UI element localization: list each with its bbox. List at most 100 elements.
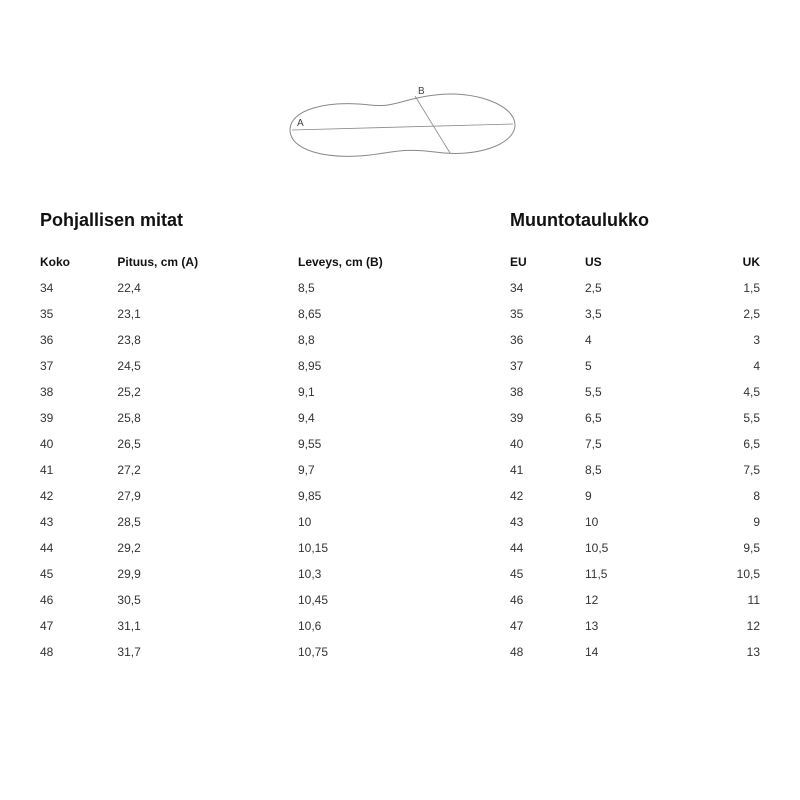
table-row: 4298 [510, 483, 760, 509]
table-cell: 23,1 [117, 301, 298, 327]
table-row: 3422,48,5 [40, 275, 470, 301]
table-row: 481413 [510, 639, 760, 665]
table-cell: 44 [40, 535, 117, 561]
table-cell: 48 [510, 639, 585, 665]
table-cell: 10,6 [298, 613, 470, 639]
table-cell: 9,55 [298, 431, 470, 457]
table-cell: 43 [510, 509, 585, 535]
table-cell: 6,5 [585, 405, 685, 431]
table-row: 4328,510 [40, 509, 470, 535]
table-cell: 31,7 [117, 639, 298, 665]
table-cell: 36 [510, 327, 585, 353]
table-cell: 4 [585, 327, 685, 353]
table-row: 385,54,5 [510, 379, 760, 405]
table-row: 3643 [510, 327, 760, 353]
table-row: 407,56,5 [510, 431, 760, 457]
table-cell: 38 [40, 379, 117, 405]
table-cell: 39 [40, 405, 117, 431]
table-row: 3825,29,1 [40, 379, 470, 405]
table-row: 342,51,5 [510, 275, 760, 301]
table-row: 43109 [510, 509, 760, 535]
conversion-title: Muuntotaulukko [510, 210, 760, 231]
insole-svg: A B [275, 80, 525, 170]
table-row: 4529,910,3 [40, 561, 470, 587]
table-cell: 42 [510, 483, 585, 509]
col-uk: UK [685, 249, 760, 275]
tables-container: Pohjallisen mitat Koko Pituus, cm (A) Le… [0, 180, 800, 665]
table-row: 4410,59,5 [510, 535, 760, 561]
table-cell: 40 [40, 431, 117, 457]
table-cell: 25,8 [117, 405, 298, 431]
table-cell: 31,1 [117, 613, 298, 639]
table-cell: 46 [40, 587, 117, 613]
table-cell: 35 [510, 301, 585, 327]
table-cell: 12 [585, 587, 685, 613]
table-cell: 8,5 [298, 275, 470, 301]
table-cell: 11,5 [585, 561, 685, 587]
table-cell: 5 [585, 353, 685, 379]
table-cell: 40 [510, 431, 585, 457]
table-cell: 41 [510, 457, 585, 483]
col-length: Pituus, cm (A) [117, 249, 298, 275]
table-cell: 47 [40, 613, 117, 639]
table-cell: 9,5 [685, 535, 760, 561]
table-cell: 8,8 [298, 327, 470, 353]
table-header-row: EU US UK [510, 249, 760, 275]
col-width: Leveys, cm (B) [298, 249, 470, 275]
table-cell: 4,5 [685, 379, 760, 405]
table-cell: 10,3 [298, 561, 470, 587]
diagram-label-b: B [418, 86, 425, 97]
table-cell: 10 [585, 509, 685, 535]
col-size: Koko [40, 249, 117, 275]
table-cell: 11 [685, 587, 760, 613]
table-cell: 13 [685, 639, 760, 665]
table-cell: 41 [40, 457, 117, 483]
table-cell: 8 [685, 483, 760, 509]
table-cell: 34 [510, 275, 585, 301]
table-cell: 47 [510, 613, 585, 639]
table-cell: 9,4 [298, 405, 470, 431]
table-cell: 26,5 [117, 431, 298, 457]
table-row: 3724,58,95 [40, 353, 470, 379]
table-cell: 6,5 [685, 431, 760, 457]
table-cell: 37 [510, 353, 585, 379]
table-cell: 10,45 [298, 587, 470, 613]
table-cell: 36 [40, 327, 117, 353]
table-row: 353,52,5 [510, 301, 760, 327]
table-cell: 1,5 [685, 275, 760, 301]
table-cell: 29,2 [117, 535, 298, 561]
table-cell: 12 [685, 613, 760, 639]
table-cell: 2,5 [685, 301, 760, 327]
table-cell: 25,2 [117, 379, 298, 405]
col-eu: EU [510, 249, 585, 275]
table-row: 3925,89,4 [40, 405, 470, 431]
table-cell: 30,5 [117, 587, 298, 613]
table-cell: 27,2 [117, 457, 298, 483]
table-row: 4127,29,7 [40, 457, 470, 483]
table-cell: 44 [510, 535, 585, 561]
table-cell: 10,5 [685, 561, 760, 587]
table-cell: 22,4 [117, 275, 298, 301]
table-cell: 3 [685, 327, 760, 353]
table-row: 4227,99,85 [40, 483, 470, 509]
col-us: US [585, 249, 685, 275]
table-cell: 5,5 [585, 379, 685, 405]
insole-dimensions-panel: Pohjallisen mitat Koko Pituus, cm (A) Le… [40, 210, 470, 665]
table-cell: 34 [40, 275, 117, 301]
table-cell: 9,7 [298, 457, 470, 483]
table-row: 4630,510,45 [40, 587, 470, 613]
table-row: 4511,510,5 [510, 561, 760, 587]
conversion-table: EU US UK 342,51,5353,52,536433754385,54,… [510, 249, 760, 665]
table-cell: 29,9 [117, 561, 298, 587]
table-cell: 24,5 [117, 353, 298, 379]
table-row: 418,57,5 [510, 457, 760, 483]
table-cell: 7,5 [685, 457, 760, 483]
table-cell: 9,1 [298, 379, 470, 405]
insole-dimensions-title: Pohjallisen mitat [40, 210, 470, 231]
table-cell: 27,9 [117, 483, 298, 509]
table-cell: 38 [510, 379, 585, 405]
table-cell: 9 [585, 483, 685, 509]
insole-diagram: A B [0, 0, 800, 180]
table-cell: 8,5 [585, 457, 685, 483]
conversion-panel: Muuntotaulukko EU US UK 342,51,5353,52,5… [510, 210, 760, 665]
